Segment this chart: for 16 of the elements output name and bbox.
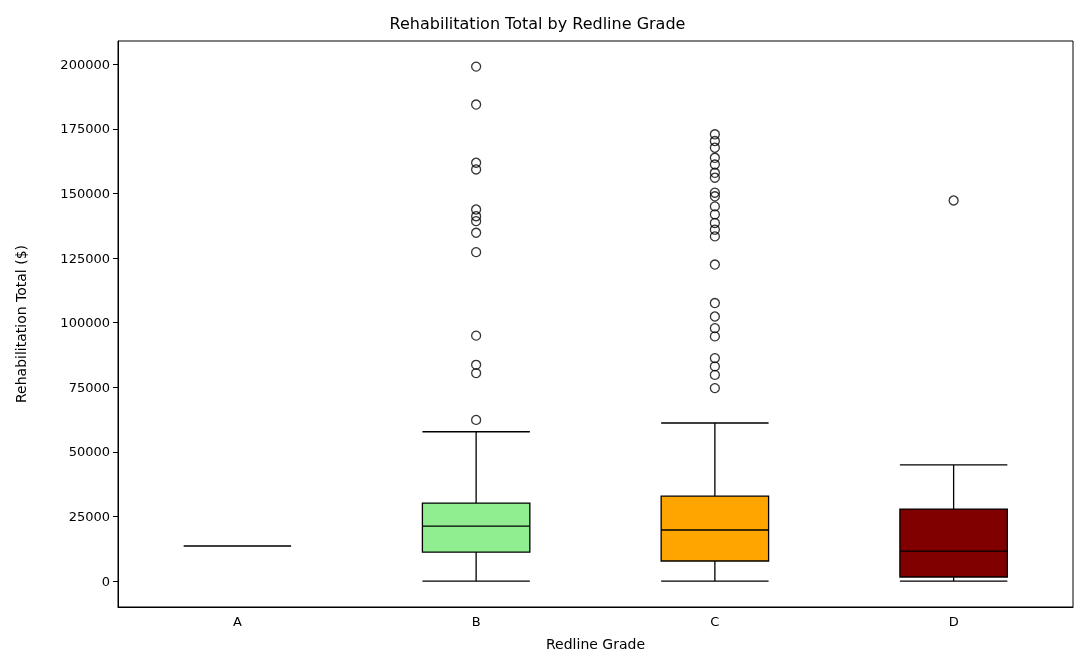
- y-tick-label: 50000: [68, 444, 110, 460]
- y-tick-label: 200000: [60, 56, 110, 72]
- x-tick-label: C: [710, 614, 720, 629]
- y-tick-label: 25000: [68, 509, 110, 525]
- chart-title: Rehabilitation Total by Redline Grade: [389, 13, 686, 33]
- x-tick-label: A: [232, 614, 242, 629]
- y-tick-label: 75000: [68, 379, 110, 395]
- x-axis-title: Redline Grade: [546, 636, 645, 652]
- x-tick-label: B: [471, 614, 481, 629]
- y-tick-label: 175000: [60, 121, 110, 137]
- y-tick-label: 0: [101, 573, 110, 589]
- y-axis-title: Rehabilitation Total ($): [13, 244, 29, 404]
- y-tick-label: 150000: [60, 185, 110, 201]
- x-tick-label: D: [948, 614, 959, 629]
- y-tick-label: 125000: [60, 250, 110, 266]
- y-tick-label: 100000: [60, 315, 110, 331]
